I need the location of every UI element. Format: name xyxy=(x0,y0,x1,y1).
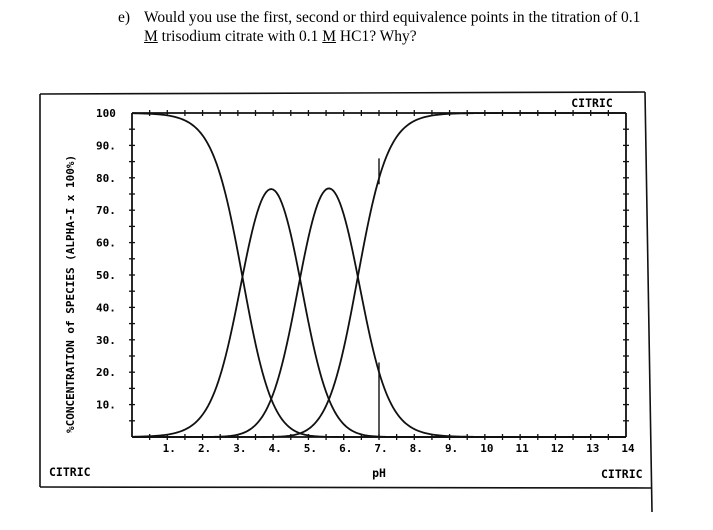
x-tick-label: 9. xyxy=(445,442,458,455)
question-line-1: Would you use the first, second or third… xyxy=(144,9,641,26)
x-tick-label: 5. xyxy=(304,442,317,455)
y-tick-label: 30. xyxy=(96,334,116,347)
x-tick-label: 4. xyxy=(269,442,282,455)
x-tick-label: 6. xyxy=(339,442,352,455)
question-line-2: M trisodium citrate with 0.1 M HC1? Why? xyxy=(144,28,417,45)
x-tick-label: 1. xyxy=(163,442,176,455)
x-tick-label: 2. xyxy=(198,442,211,455)
y-tick-label: 10. xyxy=(96,399,116,412)
y-tick-label: 20. xyxy=(96,366,116,379)
y-tick-label: 100 xyxy=(96,107,116,120)
x-axis-label: pH xyxy=(372,466,386,480)
x-tick-label: 13 xyxy=(586,442,599,455)
y-tick-labels: 100 90. 80. 70. 60. 50. 40. 30. 20. 10. xyxy=(96,107,116,412)
y-tick-label: 50. xyxy=(96,269,116,282)
molar-unit: M xyxy=(144,28,158,45)
x-tick-label: 12 xyxy=(551,442,564,455)
y-tick-label: 90. xyxy=(96,139,116,152)
x-tick-label: 14 xyxy=(621,442,635,455)
y-tick-label: 80. xyxy=(96,172,116,185)
x-tick-label: 8. xyxy=(410,442,423,455)
bottom-right-label: CITRIC xyxy=(601,467,643,481)
x-tick-labels: 1. 2. 3. 4. 5. 6. 7. 8. 9. 10 11 12 13 14 xyxy=(163,442,635,455)
x-tick-label: 3. xyxy=(233,442,246,455)
x-tick-label: 11 xyxy=(516,442,530,455)
bottom-left-label: CITRIC xyxy=(49,465,91,479)
y-axis-label: %CONCENTRATION of SPECIES (ALPHA-I x 100… xyxy=(64,155,77,433)
y-tick-label: 60. xyxy=(96,237,116,250)
y-tick-label: 40. xyxy=(96,301,116,314)
y-tick-label: 70. xyxy=(96,204,116,217)
outer-frame xyxy=(39,91,653,513)
question-label: e) xyxy=(118,9,131,26)
x-tick-label: 7. xyxy=(374,442,387,455)
molar-unit: M xyxy=(322,28,337,45)
x-tick-label: 10 xyxy=(480,442,493,455)
chart-title: CITRIC xyxy=(571,96,613,110)
axis-ticks xyxy=(129,110,629,440)
